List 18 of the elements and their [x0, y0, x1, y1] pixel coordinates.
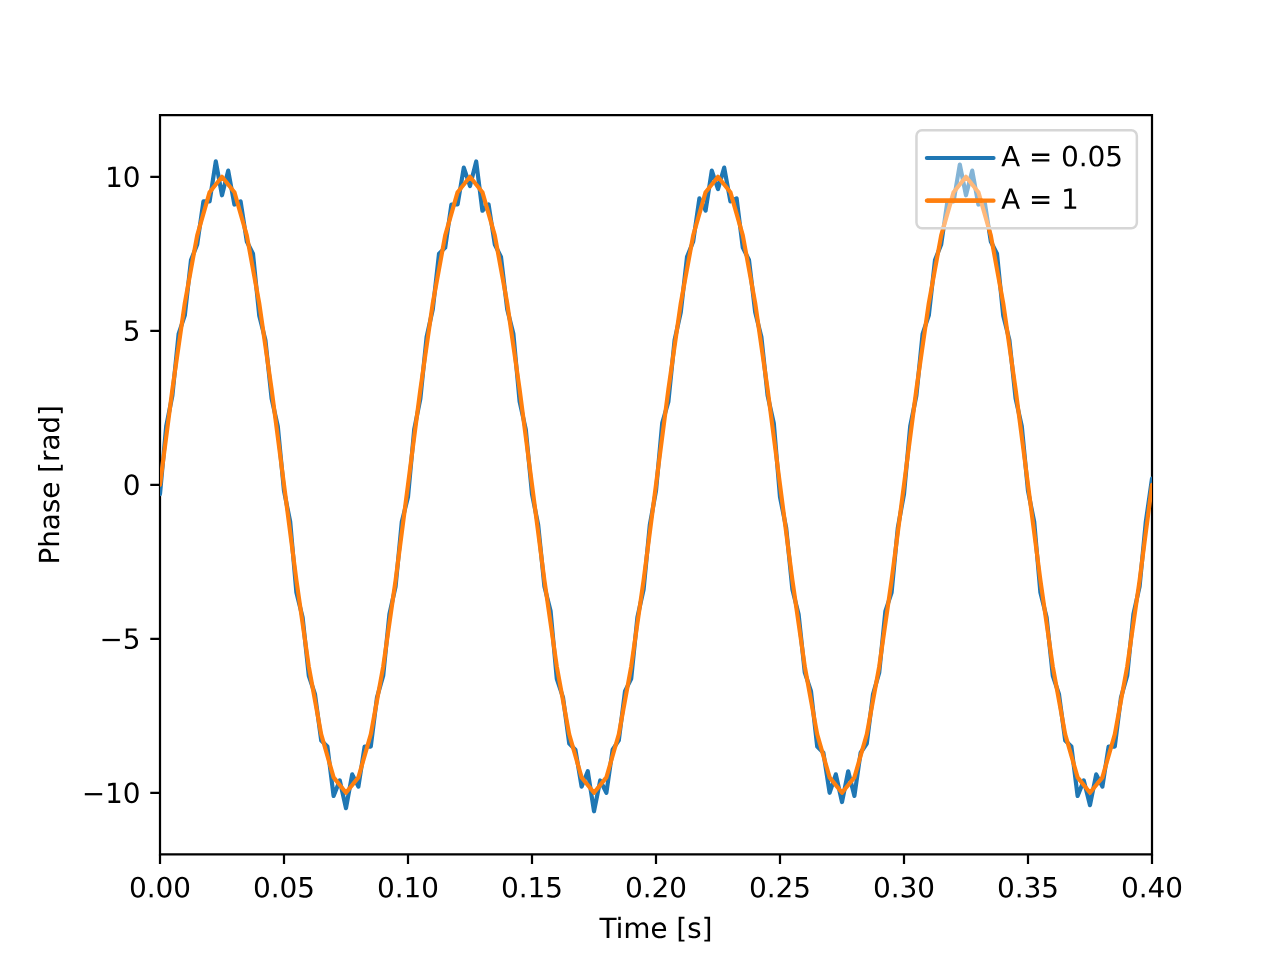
x-tick-label: 0.10: [378, 876, 438, 898]
y-tick-label: 0: [124, 474, 139, 496]
y-axis-title: Phase [rad]: [37, 407, 63, 562]
x-tick-label: 0.35: [998, 876, 1057, 898]
y-tick-label: −5: [102, 628, 139, 650]
legend-label: A = 0.05: [1001, 145, 1121, 167]
legend-label: A = 1: [1001, 188, 1077, 209]
y-tick-label: 5: [124, 320, 139, 342]
y-tick-label: 10: [108, 166, 139, 188]
x-tick-label: 0.00: [130, 876, 190, 898]
x-tick-label: 0.30: [874, 876, 934, 898]
x-tick-label: 0.25: [750, 876, 809, 898]
x-axis-title: Time [s]: [599, 916, 711, 942]
x-tick-label: 0.15: [502, 876, 561, 898]
x-tick-label: 0.40: [1122, 876, 1182, 898]
x-tick-label: 0.20: [626, 876, 686, 898]
x-tick-label: 0.05: [254, 876, 313, 898]
y-tick-label: −10: [84, 782, 139, 804]
